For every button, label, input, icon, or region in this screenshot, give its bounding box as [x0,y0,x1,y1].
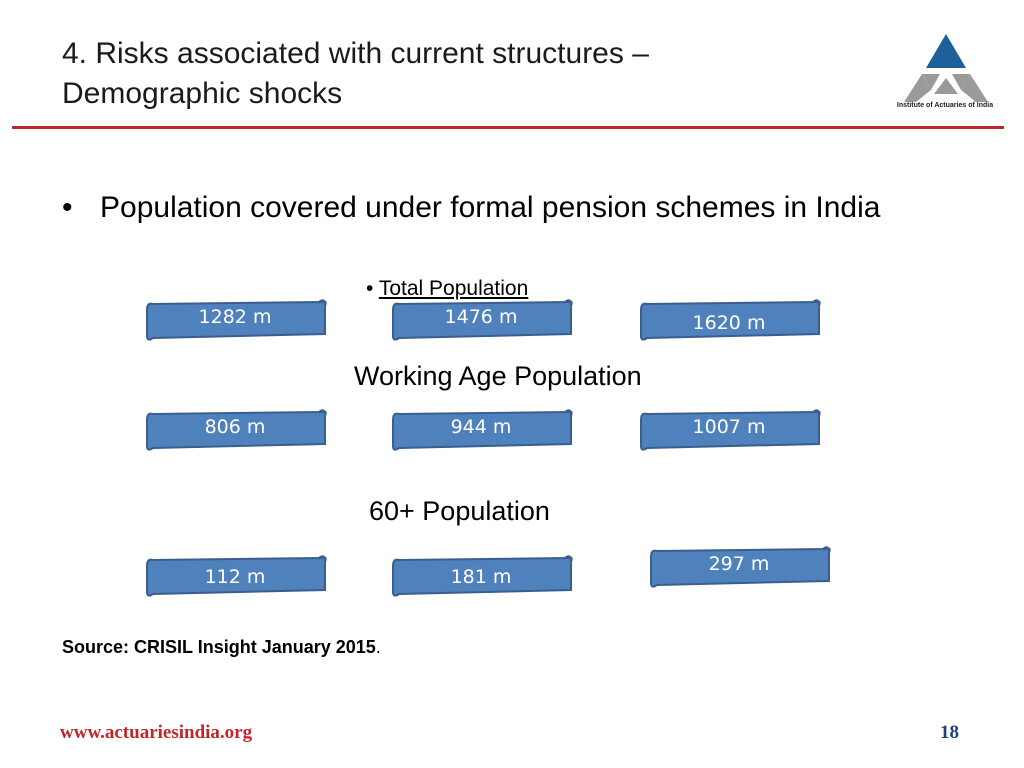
title-line-1: 4. Risks associated with current structu… [62,37,649,70]
scroll-senior-3: 297 m [647,545,831,589]
source-text: Source: CRISIL Insight January 2015 [62,637,376,657]
logo-caption: Institute of Actuaries of India [896,102,994,109]
scroll-value: 1007 m [692,416,766,438]
working-age-label: Working Age Population [354,361,642,391]
page-number: 18 [940,722,959,743]
main-bullet-text: Population covered under formal pension … [100,191,881,224]
scroll-working-1: 806 m [143,408,327,452]
sub-bullet-marker: • [366,277,374,300]
scroll-total-3: 1620 m [637,298,821,342]
senior-population-label: 60+ Population [369,496,550,526]
institute-logo-icon [904,34,988,102]
scroll-working-3: 1007 m [637,408,821,452]
sub-bullet: • Total Population [366,277,528,301]
scroll-total-1: 1282 m [143,298,327,342]
total-population-label: Total Population [378,277,529,300]
scroll-value: 944 m [450,416,512,438]
bullet-marker: • [62,191,73,224]
footer-website-link[interactable]: www.actuariesindia.org [60,722,253,743]
scroll-senior-2: 181 m [389,554,573,598]
scroll-total-2: 1476 m [389,298,573,342]
scroll-value: 1476 m [444,306,518,328]
scroll-value: 112 m [204,566,266,588]
scroll-value: 806 m [204,416,266,438]
scroll-value: 181 m [450,566,512,588]
scroll-working-2: 944 m [389,408,573,452]
scroll-value: 1620 m [692,312,766,334]
scroll-senior-1: 112 m [143,554,327,598]
scroll-value: 297 m [708,553,770,575]
slide-title: 4. Risks associated with current structu… [62,34,862,114]
header-divider [12,126,1004,129]
source-note: Source: CRISIL Insight January 2015. [62,637,381,658]
scroll-value: 1282 m [198,306,272,328]
source-tail: . [375,637,381,657]
title-line-2: Demographic shocks [62,77,343,110]
